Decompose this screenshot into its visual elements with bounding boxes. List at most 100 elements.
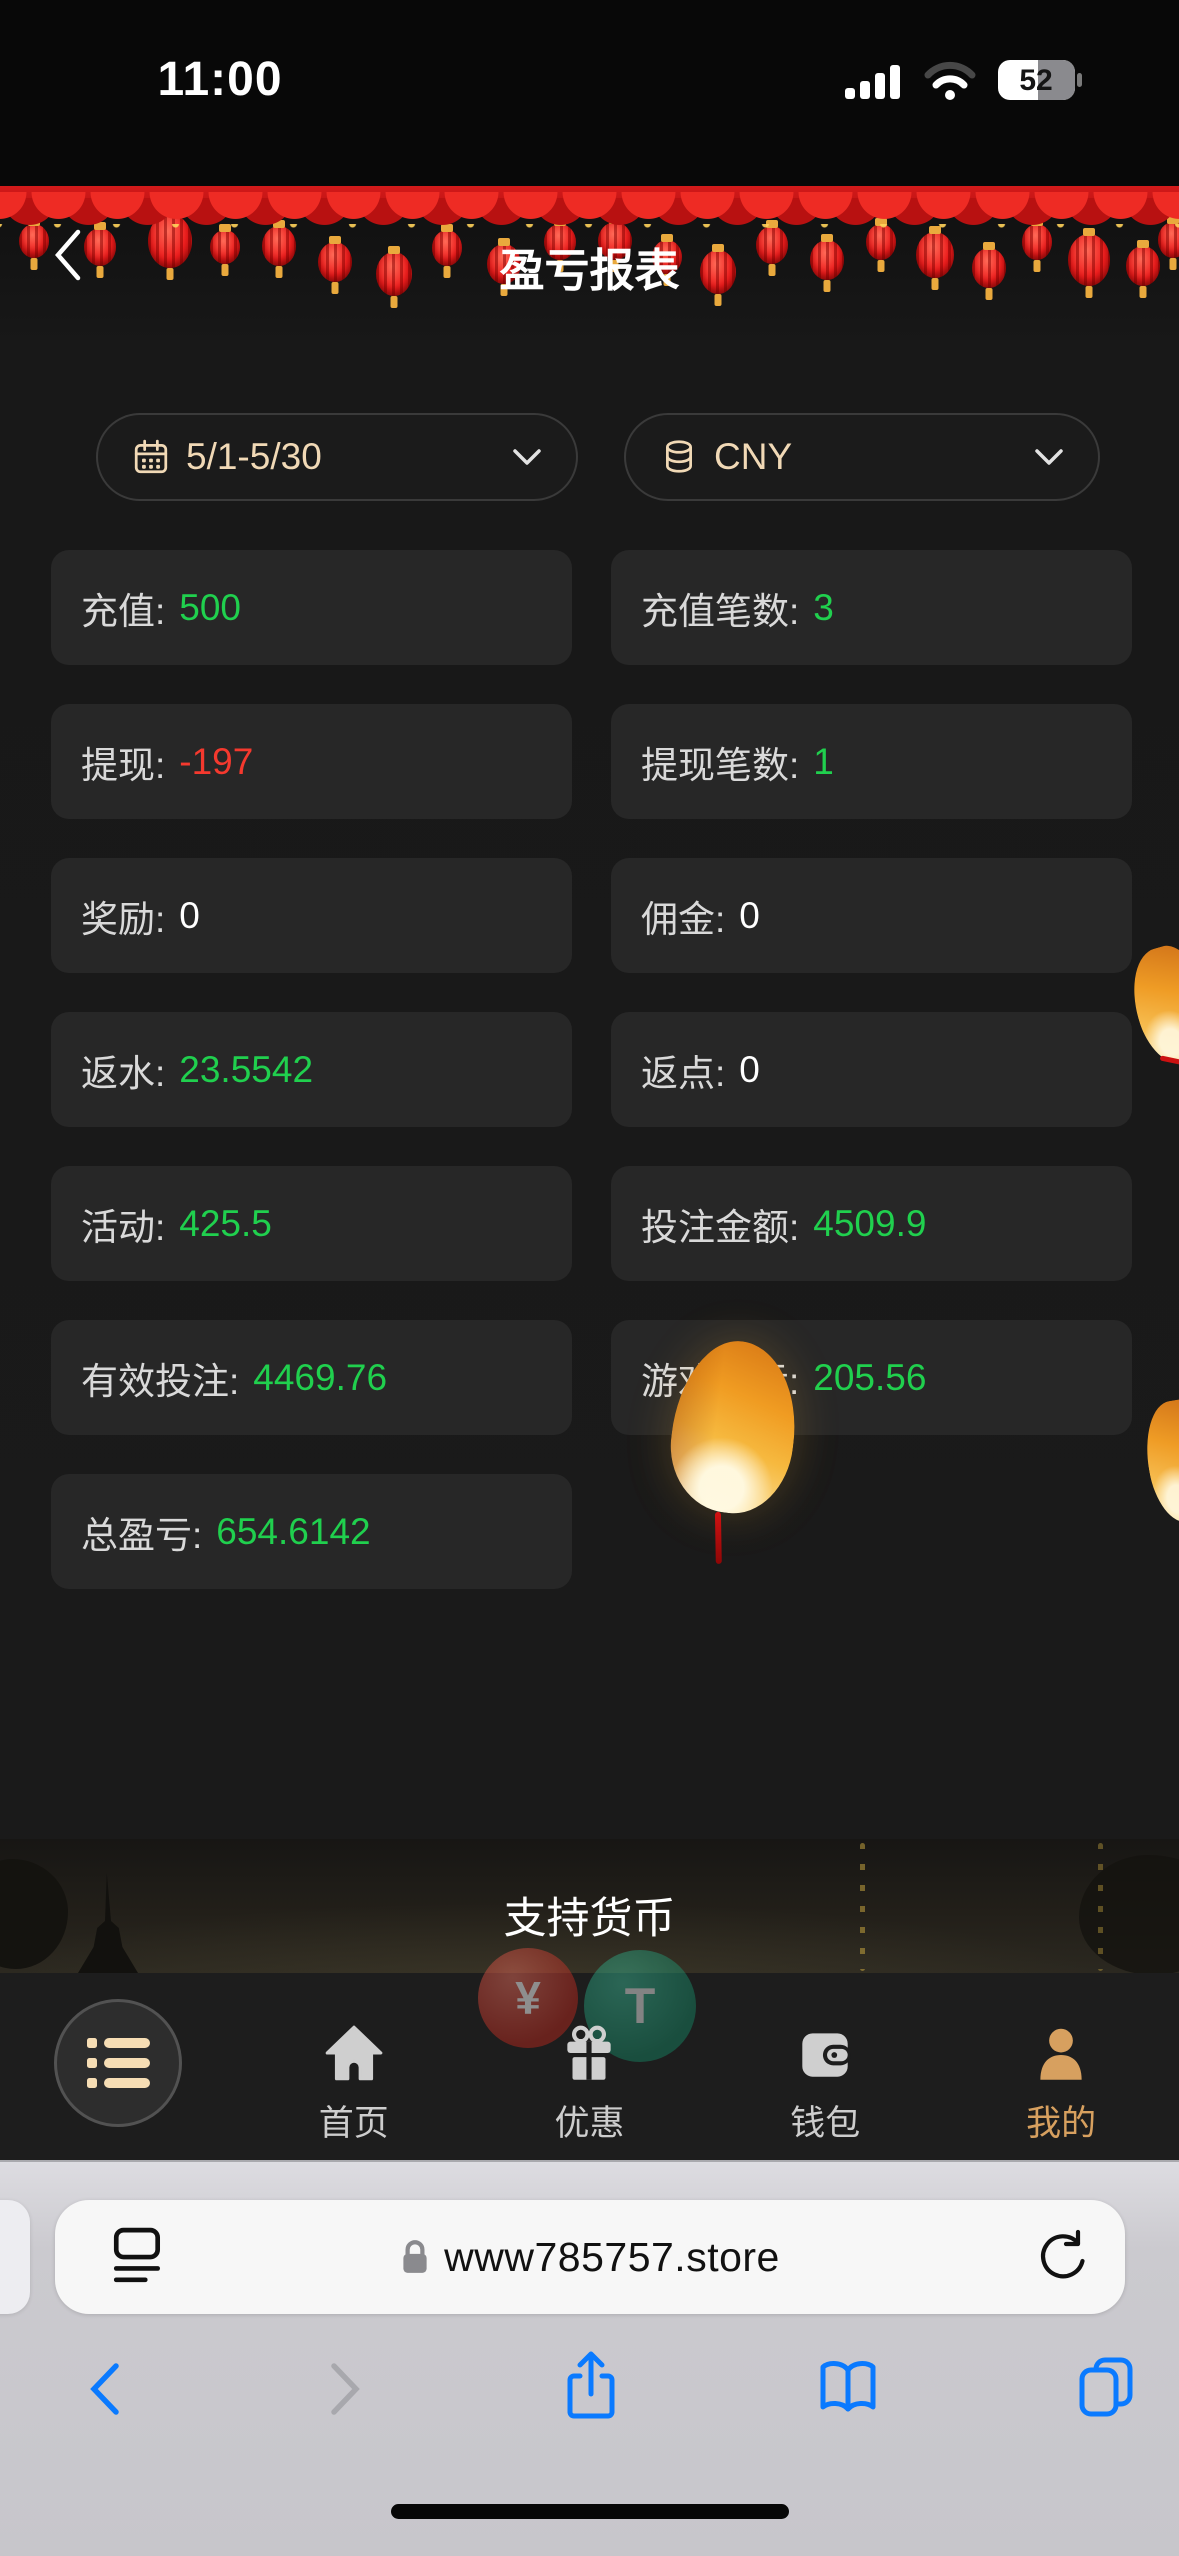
chevron-right-icon — [331, 2363, 360, 2415]
nav-item-我的[interactable]: 我的 — [1026, 2021, 1096, 2146]
lantern-icon — [487, 244, 521, 284]
reload-icon — [1040, 2229, 1085, 2279]
adjacent-tab-stub[interactable] — [0, 2200, 30, 2314]
nav-item-优惠[interactable]: 优惠 — [554, 2021, 625, 2146]
lantern-icon — [916, 232, 954, 278]
stat-card: 充值: 500 — [51, 550, 572, 665]
stat-card: 有效投注: 4469.76 — [51, 1320, 572, 1435]
calendar-icon — [134, 439, 168, 474]
page-settings-button[interactable] — [113, 2227, 163, 2287]
tabs-button[interactable] — [1072, 2354, 1138, 2423]
stats-grid: 充值: 500 充值笔数: 3 提现: -197 提现笔数: 1 奖励: 0 佣金: 0 返水: 23.5… — [51, 550, 1132, 1589]
lantern-icon — [376, 252, 412, 296]
reader-icon — [113, 2227, 161, 2283]
supported-currency-heading: 支持货币 — [503, 1895, 676, 1943]
back-button[interactable] — [46, 226, 90, 286]
stat-value: 500 — [179, 586, 242, 628]
stat-value: 0 — [739, 1048, 760, 1090]
chevron-down-icon — [513, 449, 541, 465]
stat-card: 投注金额: 4509.9 — [611, 1166, 1132, 1281]
nav-item-label: 优惠 — [554, 2104, 625, 2143]
stat-value: 3 — [813, 586, 834, 628]
chevron-left-icon — [90, 2363, 119, 2415]
stat-label: 佣金: — [641, 898, 726, 940]
stat-label: 返水: — [81, 1052, 166, 1094]
lantern-icon — [84, 228, 116, 266]
lantern-icon — [1126, 246, 1160, 286]
nav-item-label: 钱包 — [790, 2104, 861, 2143]
stat-card: 返水: 23.5542 — [51, 1012, 572, 1127]
stat-value: 1 — [813, 740, 834, 782]
stat-value: 4509.9 — [813, 1202, 927, 1244]
nav-item-钱包[interactable]: 钱包 — [790, 2021, 860, 2146]
lantern-icon — [972, 248, 1006, 288]
lantern-icon — [810, 240, 844, 280]
wifi-icon — [924, 61, 976, 100]
stat-value: 0 — [739, 894, 760, 936]
nav-item-首页[interactable]: 首页 — [319, 2021, 389, 2146]
browser-forward-button[interactable] — [326, 2360, 366, 2421]
wallet-icon — [802, 2033, 852, 2077]
menu-button[interactable] — [53, 1999, 182, 2127]
lantern-icon — [210, 230, 240, 264]
stat-value: 23.5542 — [179, 1048, 314, 1090]
stat-label: 有效投注: — [81, 1360, 240, 1402]
stat-card: 充值笔数: 3 — [611, 550, 1132, 665]
stat-card: 活动: 425.5 — [51, 1166, 572, 1281]
stat-label: 活动: — [81, 1206, 166, 1248]
clock: 11:00 — [157, 53, 283, 106]
lantern-icon — [318, 242, 352, 282]
currency-dropdown[interactable]: CNY — [624, 413, 1100, 501]
stat-label: 返点: — [641, 1052, 726, 1094]
chevron-left-icon — [55, 229, 81, 280]
chevron-down-icon — [1035, 449, 1063, 465]
lantern-icon — [1068, 234, 1110, 286]
stat-label: 提现: — [81, 744, 166, 786]
coins-icon — [666, 440, 692, 473]
cellular-signal-icon — [845, 65, 900, 99]
battery-icon: 52 — [998, 60, 1082, 100]
stat-label: 充值: — [81, 590, 166, 632]
status-bar: 11:00 52 — [0, 0, 1179, 186]
stat-card: 奖励: 0 — [51, 858, 572, 973]
browser-back-button[interactable] — [84, 2360, 124, 2421]
night-scene-decoration — [0, 1839, 1179, 1973]
stat-value: 425.5 — [179, 1202, 272, 1244]
stat-value: 0 — [179, 894, 200, 936]
reload-button[interactable] — [1033, 2227, 1089, 2287]
coin-symbol: T — [624, 1978, 656, 2034]
stat-value: 654.6142 — [216, 1510, 371, 1552]
lock-icon — [403, 2240, 427, 2273]
stat-label: 充值笔数: — [641, 590, 800, 632]
stat-value: 4469.76 — [253, 1356, 388, 1398]
stat-card: 提现笔数: 1 — [611, 704, 1132, 819]
home-indicator[interactable] — [391, 2504, 789, 2519]
book-icon — [820, 2361, 876, 2412]
date-range-dropdown[interactable]: 5/1-5/30 — [96, 413, 578, 501]
share-icon — [567, 2351, 615, 2419]
gift-icon — [567, 2025, 612, 2080]
bottom-nav-items: 首页 优惠 钱包 我的 — [0, 1973, 1179, 2160]
light-trail-decoration — [860, 1843, 865, 1971]
battery-percent-text: 52 — [1019, 64, 1052, 97]
url-text: www785757.store — [444, 2233, 780, 2280]
page-title: 盈亏报表 — [499, 245, 680, 296]
bookmarks-button[interactable] — [815, 2356, 881, 2421]
stat-label: 奖励: — [81, 898, 166, 940]
stat-card: 返点: 0 — [611, 1012, 1132, 1127]
lantern-icon — [652, 240, 682, 274]
stat-card: 佣金: 0 — [611, 858, 1132, 973]
stat-label: 投注金额: — [641, 1206, 800, 1248]
address-bar[interactable]: www785757.store — [55, 2200, 1125, 2314]
lantern-icon — [700, 250, 736, 294]
tabs-icon — [1079, 2357, 1133, 2417]
light-trail-decoration — [1098, 1843, 1103, 1971]
stat-value: 205.56 — [813, 1356, 927, 1398]
currency-value: CNY — [714, 436, 793, 477]
coin-symbol: ¥ — [515, 1972, 541, 2024]
user-icon — [1040, 2028, 1082, 2080]
safari-bottom-chrome: www785757.store — [0, 2160, 1179, 2556]
share-button[interactable] — [560, 2348, 622, 2427]
nav-item-label: 我的 — [1026, 2104, 1097, 2143]
